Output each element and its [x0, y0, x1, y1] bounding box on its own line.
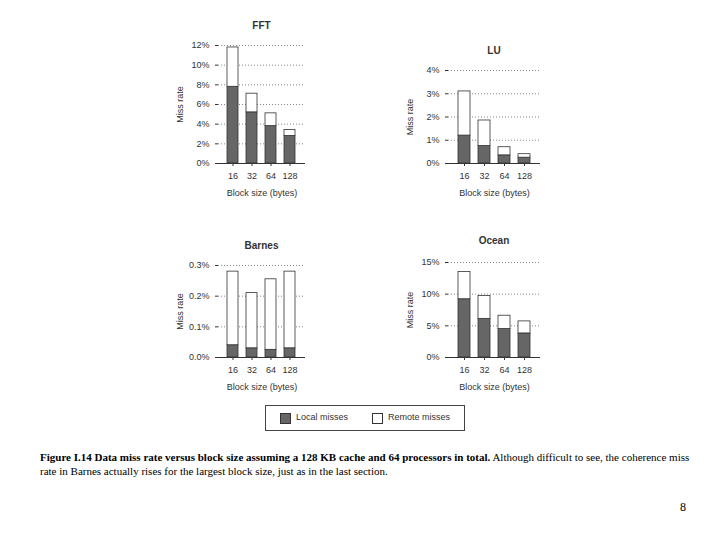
svg-text:0.2%: 0.2%: [189, 291, 210, 301]
svg-text:Miss rate: Miss rate: [175, 86, 185, 123]
svg-text:16: 16: [459, 171, 469, 181]
svg-text:16: 16: [228, 171, 238, 181]
html-text:Local misses: Local misses: [296, 412, 348, 423]
svg-text:15%: 15%: [421, 257, 439, 267]
svg-text:64: 64: [266, 171, 276, 181]
html-text:FFT: FFT: [252, 20, 271, 31]
svg-text:8%: 8%: [196, 80, 209, 90]
svg-text:10%: 10%: [421, 289, 439, 299]
svg-text:0%: 0%: [426, 352, 439, 362]
svg-text:0%: 0%: [426, 158, 439, 168]
svg-text:0.1%: 0.1%: [189, 322, 210, 332]
html-text:Barnes: Barnes: [244, 240, 279, 251]
svg-text:Block size (bytes): Block size (bytes): [459, 188, 530, 198]
svg-text:128: 128: [282, 365, 297, 375]
svg-text:32: 32: [479, 365, 489, 375]
svg-text:128: 128: [517, 171, 532, 181]
svg-text:32: 32: [247, 171, 257, 181]
svg-text:10%: 10%: [191, 60, 209, 70]
svg-text:12%: 12%: [191, 40, 209, 50]
svg-text:32: 32: [479, 171, 489, 181]
html-text:LU: LU: [487, 45, 501, 56]
svg-text:Block size (bytes): Block size (bytes): [459, 382, 530, 392]
svg-text:16: 16: [459, 365, 469, 375]
svg-text:4%: 4%: [196, 119, 209, 129]
svg-text:0.3%: 0.3%: [189, 260, 210, 270]
svg-text:64: 64: [266, 365, 276, 375]
svg-text:Miss rate: Miss rate: [405, 292, 415, 329]
svg-text:3%: 3%: [426, 89, 439, 99]
svg-text:2%: 2%: [196, 139, 209, 149]
svg-text:128: 128: [517, 365, 532, 375]
html-text:Remote misses: Remote misses: [388, 412, 450, 423]
svg-text:5%: 5%: [426, 321, 439, 331]
svg-text:128: 128: [282, 171, 297, 181]
svg-text:64: 64: [499, 171, 509, 181]
svg-text:64: 64: [499, 365, 509, 375]
svg-text:Block size (bytes): Block size (bytes): [227, 188, 298, 198]
svg-text:2%: 2%: [426, 112, 439, 122]
svg-text:1%: 1%: [426, 135, 439, 145]
html-text:Figure I.14 Data miss rate ver: Figure I.14 Data miss rate versus block …: [40, 451, 690, 477]
svg-text:0.0%: 0.0%: [189, 352, 210, 362]
svg-text:Miss rate: Miss rate: [405, 99, 415, 136]
html-text:8: 8: [680, 500, 686, 514]
html-text:Ocean: Ocean: [478, 235, 510, 246]
svg-text:0%: 0%: [196, 158, 209, 168]
svg-text:16: 16: [228, 365, 238, 375]
svg-text:Miss rate: Miss rate: [175, 293, 185, 330]
svg-text:Block size (bytes): Block size (bytes): [227, 382, 298, 392]
svg-text:32: 32: [247, 365, 257, 375]
svg-text:6%: 6%: [196, 99, 209, 109]
svg-text:4%: 4%: [426, 65, 439, 75]
